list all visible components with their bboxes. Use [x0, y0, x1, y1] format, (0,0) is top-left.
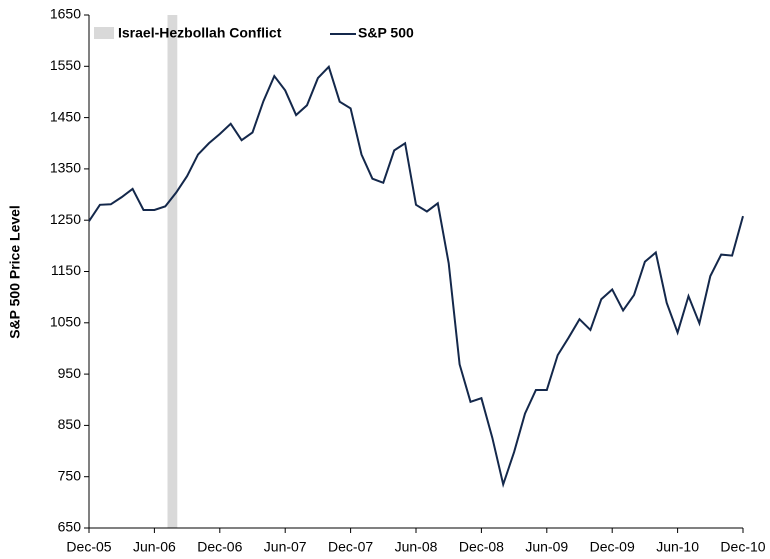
- x-tick-label: Dec-08: [459, 539, 504, 555]
- y-tick-label: 1150: [51, 262, 81, 278]
- y-tick-label: 1550: [50, 57, 81, 73]
- y-tick-label: 950: [58, 365, 82, 381]
- x-tick-label: Dec-10: [720, 539, 765, 555]
- y-axis-title: S&P 500 Price Level: [7, 205, 23, 339]
- y-tick-label: 1050: [50, 314, 81, 330]
- x-tick-label: Dec-07: [328, 539, 373, 555]
- series-line: [88, 64, 744, 489]
- x-tick-label: Jun-09: [525, 539, 568, 555]
- highlight-band: [167, 15, 178, 528]
- x-tick-label: Jun-10: [656, 539, 699, 555]
- y-tick-label: 1250: [50, 211, 81, 227]
- x-tick-label: Jun-08: [395, 539, 438, 555]
- y-tick-label: 750: [58, 467, 82, 483]
- x-tick-label: Dec-05: [66, 539, 111, 555]
- y-tick-label: 850: [58, 416, 82, 432]
- legend-label: S&P 500: [358, 25, 414, 41]
- legend-swatch: [94, 27, 114, 39]
- x-tick-label: Dec-09: [590, 539, 635, 555]
- y-tick-label: 1350: [50, 160, 81, 176]
- y-tick-label: 1450: [50, 108, 81, 124]
- x-tick-label: Dec-06: [197, 539, 242, 555]
- y-tick-label: 650: [58, 519, 82, 535]
- y-tick-label: 1650: [50, 6, 81, 22]
- x-tick-label: Jun-06: [133, 539, 176, 555]
- legend-label: Israel-Hezbollah Conflict: [118, 25, 282, 41]
- x-tick-label: Jun-07: [264, 539, 307, 555]
